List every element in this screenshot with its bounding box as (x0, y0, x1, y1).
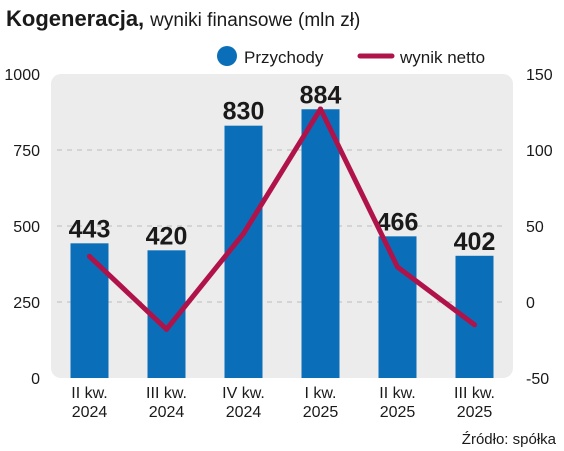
x-tick-label: II kw. 2025 (379, 385, 415, 421)
revenue-bar-value-label: 466 (377, 208, 419, 236)
x-tick-label: III kw. 2025 (454, 385, 495, 421)
net-result-point (395, 264, 400, 270)
revenue-bar-value-label: 420 (146, 222, 188, 250)
revenue-bar-value-label: 402 (454, 228, 496, 256)
source-note: Źródło: spółka (462, 431, 557, 448)
x-tick-label-line: 2025 (457, 404, 493, 421)
right-tick-label: 100 (526, 143, 553, 160)
net-result-point (164, 326, 169, 332)
right-tick-label: 50 (526, 219, 544, 236)
x-tick-label-line: 2025 (380, 404, 416, 421)
revenue-bar-value-label: 884 (300, 81, 342, 109)
x-axis-labels: II kw. 2024 III kw. 2024 IV kw. 2024 I kw. 2025… (71, 385, 495, 421)
revenue-bar-value-label: 830 (223, 98, 265, 126)
x-tick-label: II kw. 2024 (71, 385, 107, 421)
right-tick-label: -50 (526, 371, 549, 388)
chart-title: Kogeneracja, wyniki finansowe (mln zł) (6, 6, 360, 31)
right-tick-label: 0 (526, 295, 535, 312)
left-tick-label: 750 (13, 143, 40, 160)
x-tick-label-line: IV kw. (222, 385, 265, 402)
legend: Przychody wynik netto (217, 46, 485, 67)
x-tick-label-line: 2024 (72, 404, 108, 421)
revenue-bar (70, 243, 109, 378)
revenue-bar (301, 109, 340, 378)
left-tick-label: 500 (13, 219, 40, 236)
revenue-bar-value-label: 443 (69, 215, 111, 243)
net-result-point (87, 253, 92, 259)
legend-bar-marker (217, 46, 237, 66)
x-tick-label: IV kw. 2024 (222, 385, 265, 421)
net-result-point (472, 322, 477, 328)
right-axis-ticks: -50 0 50 100 150 (526, 67, 553, 388)
x-tick-label-line: 2024 (149, 404, 185, 421)
x-tick-label-line: I kw. (304, 385, 336, 402)
x-tick-label-line: III kw. (146, 385, 187, 402)
right-tick-label: 150 (526, 67, 553, 84)
x-tick-label: III kw. 2024 (146, 385, 187, 421)
x-tick-label-line: III kw. (454, 385, 495, 402)
left-tick-label: 0 (31, 371, 40, 388)
gridlines (57, 149, 507, 303)
revenue-bar (378, 236, 417, 378)
legend-bar-label: Przychody (244, 48, 324, 67)
left-tick-label: 1000 (4, 67, 40, 84)
x-tick-label-line: II kw. (379, 385, 415, 402)
x-tick-label-line: 2025 (303, 404, 339, 421)
chart-subtitle: wyniki finansowe (mln zł) (149, 10, 360, 31)
net-result-point (241, 231, 246, 237)
net-result-line (87, 106, 477, 332)
x-tick-label: I kw. 2025 (303, 385, 339, 421)
left-axis-ticks: 0 250 500 750 1000 (4, 67, 40, 388)
left-tick-label: 250 (13, 295, 40, 312)
legend-line-label: wynik netto (399, 48, 485, 67)
net-result-point (318, 106, 323, 112)
x-tick-label-line: II kw. (71, 385, 107, 402)
chart-title-bold: Kogeneracja, (6, 6, 144, 31)
x-tick-label-line: 2024 (226, 404, 262, 421)
bar-labels: 443 420 830 884 466 402 (69, 81, 496, 256)
net-result-line-layer (87, 106, 477, 332)
